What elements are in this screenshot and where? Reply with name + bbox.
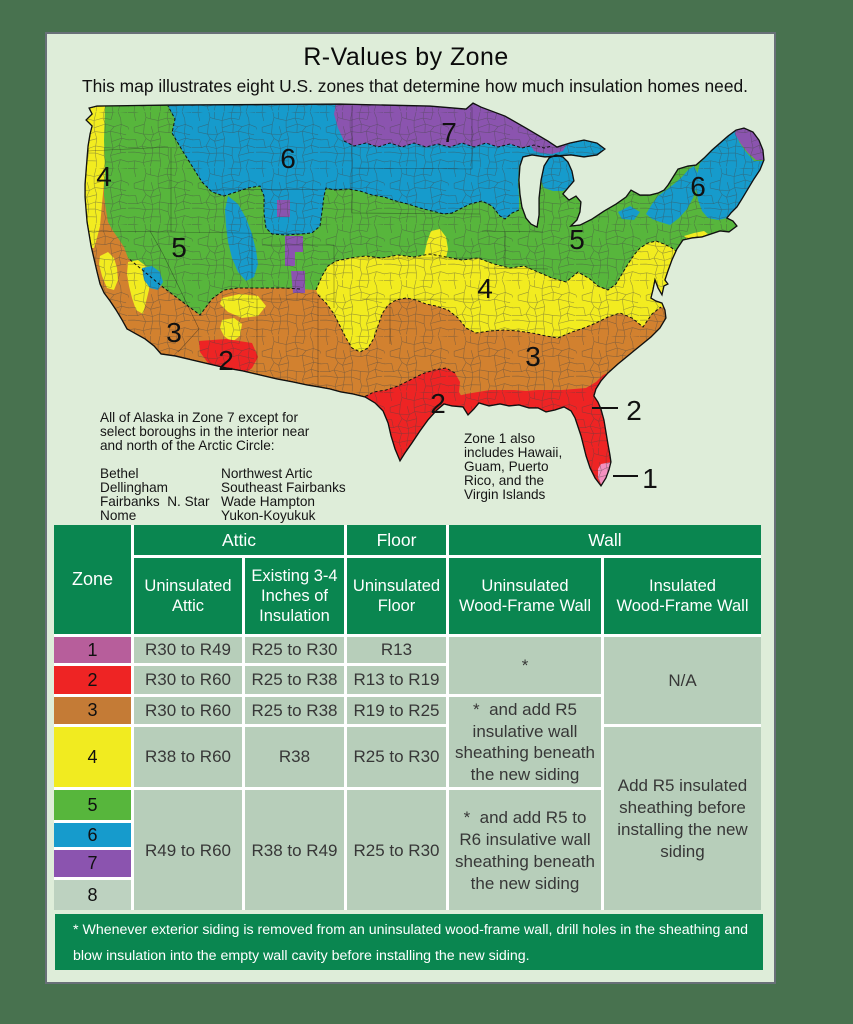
svg-text:6: 6	[280, 143, 296, 174]
svg-text:5: 5	[569, 224, 585, 255]
svg-text:4: 4	[477, 273, 493, 304]
svg-text:7: 7	[441, 117, 457, 148]
svg-text:2: 2	[430, 388, 446, 419]
svg-text:6: 6	[690, 171, 706, 202]
svg-text:3: 3	[525, 341, 541, 372]
svg-text:3: 3	[166, 317, 182, 348]
svg-text:2: 2	[626, 395, 642, 426]
svg-text:2: 2	[218, 345, 234, 376]
svg-text:5: 5	[171, 232, 187, 263]
svg-text:1: 1	[642, 463, 658, 494]
svg-text:4: 4	[96, 161, 112, 192]
